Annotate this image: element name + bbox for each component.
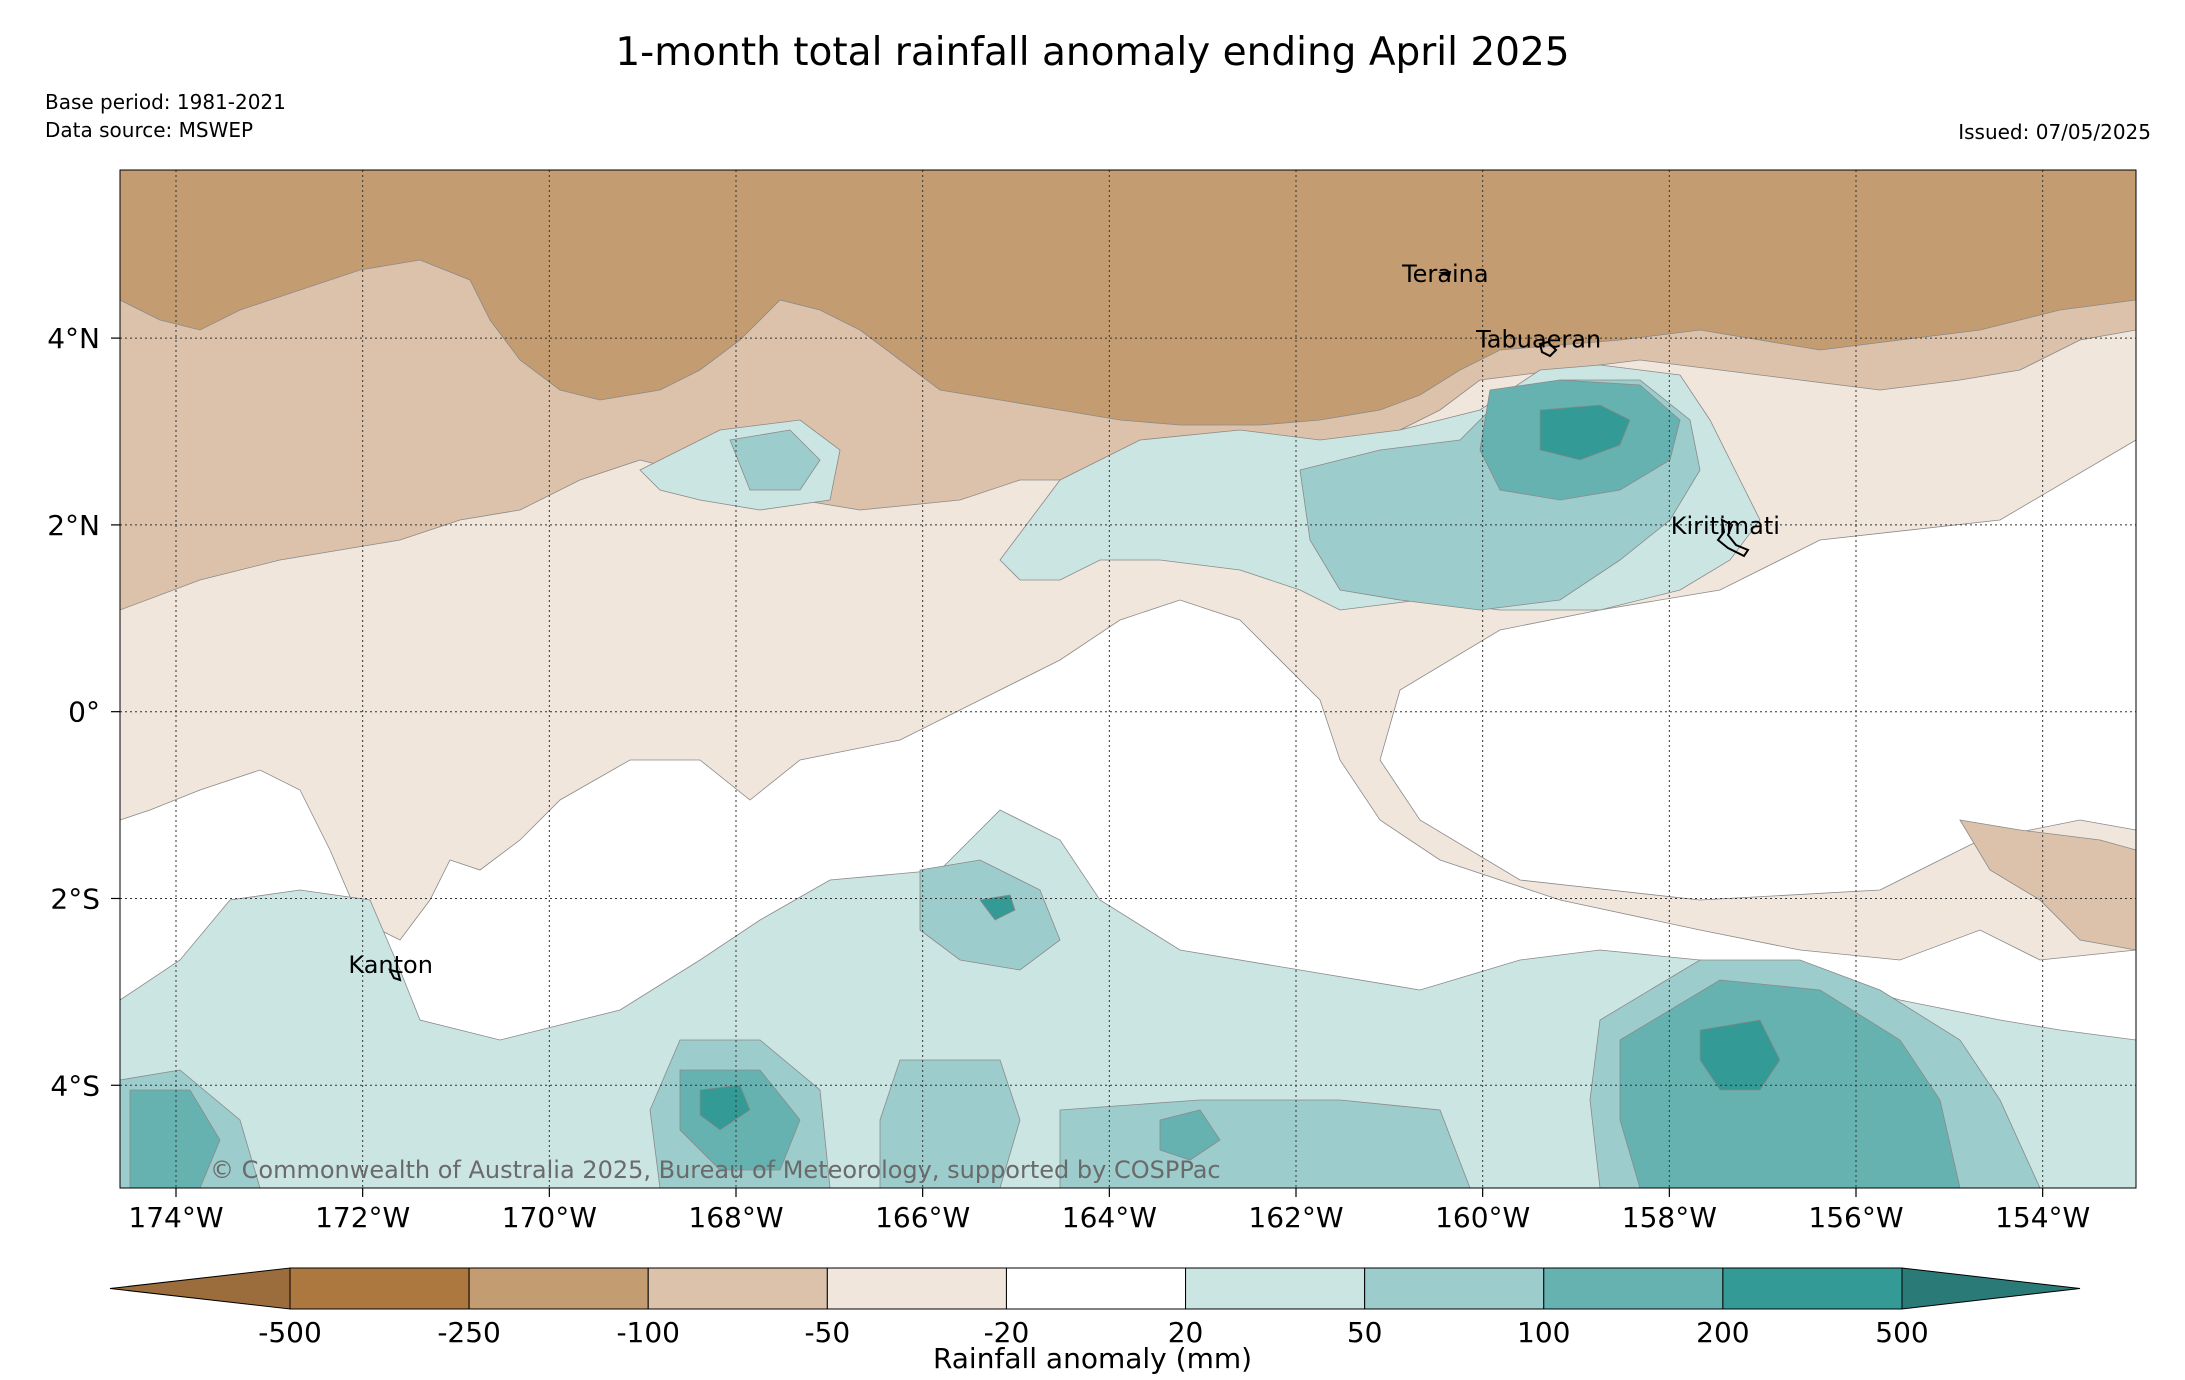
colorbar-segment: [1722, 1267, 1903, 1310]
colorbar-label: 20: [1168, 1316, 1204, 1349]
island-outline-kiritimati: [1716, 518, 1750, 558]
anomaly-band-100-to-200-wet-south: [129, 979, 1961, 1188]
lat-tick-label: 0°: [68, 696, 100, 729]
place-labels: Teraina Tabuaeran Kiritimati Kanton: [348, 260, 1780, 979]
place-label-tabuaeran: Tabuaeran: [1475, 325, 1601, 353]
colorbar-segment: [647, 1267, 828, 1310]
colorbar-label: 50: [1347, 1316, 1383, 1349]
lon-tick-label: 162°W: [1248, 1201, 1343, 1234]
anomaly-field: [120, 170, 2136, 1188]
latitude-ticks: 4°N 2°N 0° 2°S 4°S: [47, 322, 120, 1102]
longitude-ticks: 174°W 172°W 170°W 168°W 166°W 164°W 162°W 160°W…: [128, 1188, 2090, 1234]
lon-tick-label: 166°W: [875, 1201, 970, 1234]
anomaly-band-wet-north-west-core: [729, 429, 821, 491]
island-outline-tabuaeran: [1538, 340, 1558, 358]
lon-tick-label: 156°W: [1808, 1201, 1903, 1234]
lon-tick-label: 164°W: [1062, 1201, 1157, 1234]
colorbar-label: 500: [1875, 1316, 1928, 1349]
colorbar-segment: [826, 1267, 1007, 1310]
colorbar-label: -20: [984, 1316, 1030, 1349]
colorbar-segment: [468, 1267, 649, 1310]
colorbar-label: -50: [804, 1316, 850, 1349]
colorbar-segment: [1364, 1267, 1545, 1310]
colorbar-segment: [1005, 1267, 1187, 1310]
place-label-teraina: Teraina: [1401, 260, 1489, 288]
colorbar-segment: [1543, 1267, 1724, 1310]
colorbar-label: 100: [1517, 1316, 1570, 1349]
graticule: [120, 170, 2136, 1188]
issued-date: Issued: 07/05/2025: [1958, 120, 2151, 144]
anomaly-band-200-to-500-wet-south: [699, 894, 1781, 1131]
lat-tick-label: 2°S: [50, 882, 100, 915]
colorbar-title: Rainfall anomaly (mm): [932, 1342, 1253, 1375]
data-source-note: Data source: MSWEP: [45, 118, 254, 142]
map-title: 1-month total rainfall anomaly ending Ap…: [615, 30, 1570, 75]
island-outline-kanton: [388, 968, 402, 982]
lon-tick-label: 160°W: [1435, 1201, 1530, 1234]
colorbar-segment: [289, 1267, 470, 1310]
lat-tick-label: 4°N: [47, 322, 100, 355]
island-outline-teraina: [1438, 270, 1452, 278]
colorbar-extend-low: [109, 1267, 291, 1310]
map-frame: [119, 169, 2137, 1189]
place-label-kanton: Kanton: [348, 951, 433, 979]
colorbar-segments: [109, 1267, 2081, 1310]
colorbar-label: -250: [437, 1316, 501, 1349]
lon-tick-label: 170°W: [502, 1201, 597, 1234]
colorbar-segment: [1185, 1267, 1366, 1310]
anomaly-band-200-to-500-wet-north: [1539, 404, 1631, 461]
copyright-notice: © Commonwealth of Australia 2025, Bureau…: [210, 1156, 1221, 1184]
anomaly-band-dry-pocket-sw: [1959, 819, 2136, 951]
anomaly-band-250-to-100-dry: [120, 170, 2136, 426]
colorbar-tick-labels: -500 -250 -100 -50 -20 20 50 100 200 500: [258, 1316, 1929, 1349]
lon-tick-label: 158°W: [1622, 1201, 1717, 1234]
lon-tick-label: 172°W: [315, 1201, 410, 1234]
base-period-note: Base period: 1981-2021: [45, 90, 286, 114]
colorbar-label: -500: [258, 1316, 322, 1349]
colorbar-extend-high: [1901, 1267, 2081, 1310]
lon-tick-label: 154°W: [1995, 1201, 2090, 1234]
colorbar-label: 200: [1696, 1316, 1749, 1349]
lat-tick-label: 2°N: [47, 509, 100, 542]
lon-tick-label: 168°W: [688, 1201, 783, 1234]
lon-tick-label: 174°W: [128, 1201, 223, 1234]
lat-tick-label: 4°S: [50, 1069, 100, 1102]
place-label-kiritimati: Kiritimati: [1671, 512, 1780, 540]
colorbar-label: -100: [616, 1316, 680, 1349]
